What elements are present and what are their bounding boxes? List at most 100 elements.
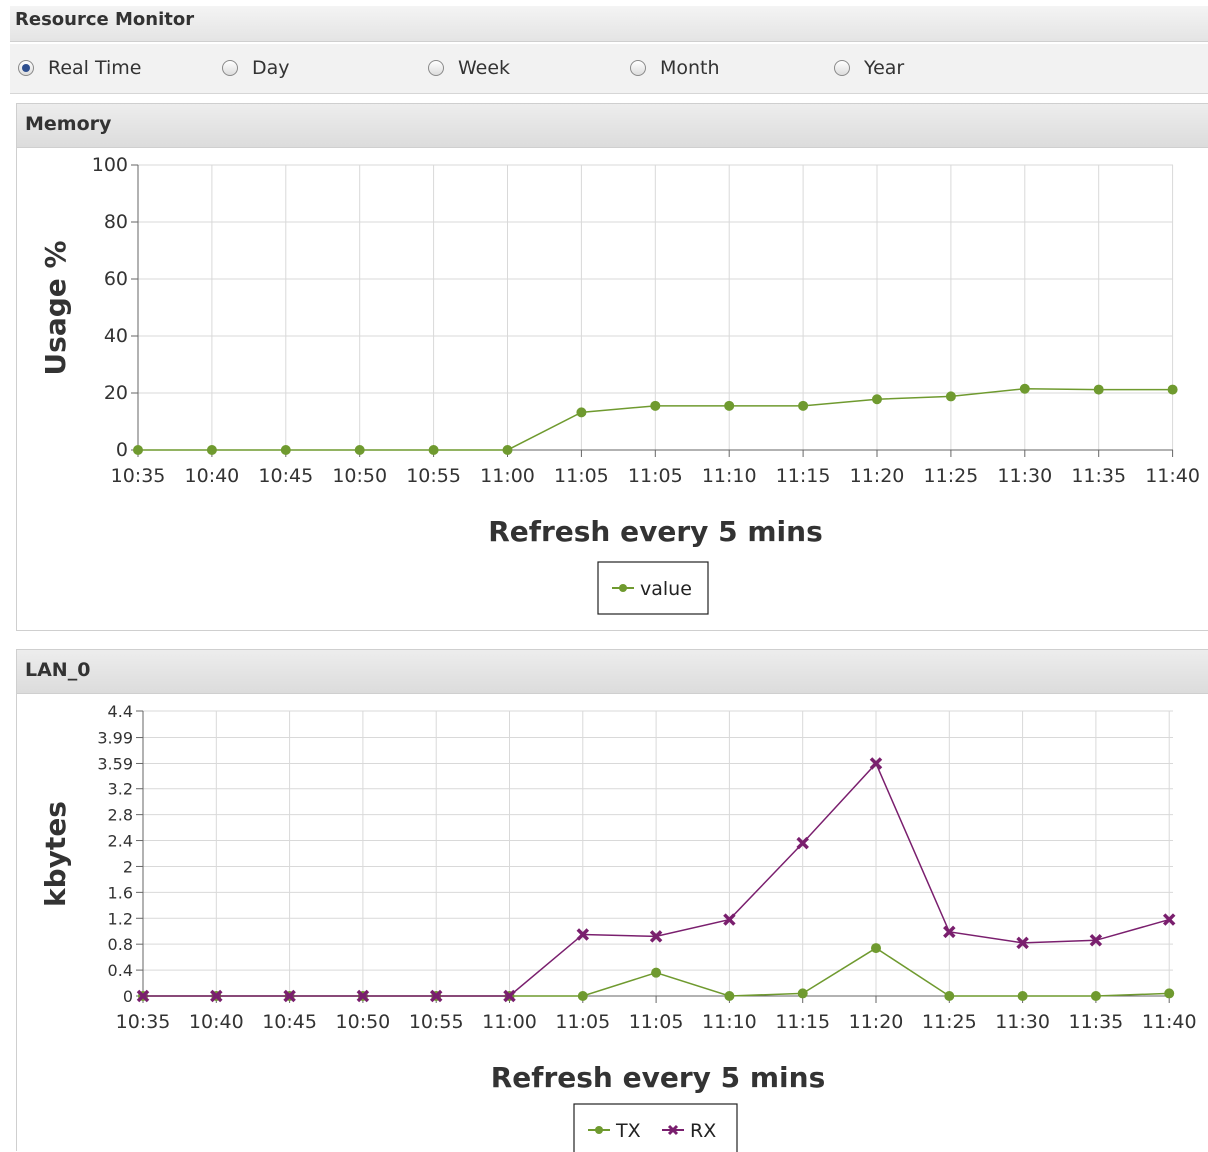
radio-button-icon[interactable]	[630, 60, 646, 76]
memory-chart: 100 80 60 40 20 0 10:35 10:40 10:45 10:50 10:55 11:…	[39, 154, 1200, 615]
data-point-rx	[649, 930, 663, 943]
legend-marker	[667, 1124, 679, 1136]
data-point-rx	[796, 836, 809, 850]
y-axis-label: kbytes	[39, 801, 72, 907]
x-tick-label: 11:05	[629, 1011, 684, 1033]
data-point-rx	[136, 989, 150, 1003]
radio-label: Week	[458, 57, 511, 79]
marker-stroke	[136, 989, 150, 1003]
x-tick-label: 10:55	[409, 1011, 464, 1033]
data-point-value	[576, 407, 587, 418]
x-tick-label: 11:20	[850, 465, 905, 487]
x-tick-label: 11:10	[702, 1011, 757, 1033]
x-tick-label: 11:15	[776, 465, 831, 487]
marker-stroke	[796, 836, 809, 850]
data-point-value	[1019, 383, 1030, 394]
x-tick-label: 11:05	[628, 465, 683, 487]
marker-stroke	[503, 989, 516, 1003]
radio-month[interactable]: Month	[630, 56, 720, 80]
data-point-tx	[1017, 991, 1028, 1001]
radio-label: Real Time	[48, 57, 142, 79]
y-axis-label: Usage %	[39, 240, 72, 375]
y-tick-label: 20	[104, 382, 128, 404]
marker-stroke	[943, 925, 956, 939]
x-tick-label: 11:20	[849, 1011, 904, 1033]
x-tick-label: 10:35	[111, 465, 166, 487]
x-tick-label: 11:30	[997, 465, 1052, 487]
time-range-selector: Real Time Day Week Month Year	[10, 44, 1208, 94]
marker-stroke	[723, 913, 736, 926]
x-tick-label: 11:35	[1071, 465, 1126, 487]
x-tick-label: 11:40	[1145, 465, 1200, 487]
data-point-value	[945, 391, 956, 402]
data-point-rx	[1016, 936, 1029, 950]
y-tick-label: 0	[116, 439, 128, 461]
radio-label: Day	[252, 57, 290, 79]
x-tick-label: 11:30	[995, 1011, 1050, 1033]
marker-stroke	[649, 930, 663, 943]
marker-stroke	[869, 757, 883, 770]
legend-marker	[595, 1126, 603, 1134]
data-point-value	[1093, 384, 1104, 395]
radio-button-icon[interactable]	[834, 60, 850, 76]
radio-year[interactable]: Year	[834, 56, 904, 80]
marker-stroke	[429, 989, 443, 1003]
y-tick-label: 3.99	[97, 729, 133, 748]
legend-label-rx: RX	[690, 1120, 716, 1142]
lan-panel: LAN_0 4.4 3.99 3.59 3.2 2.8 2.4 2 1.6 1.2 0.8 0.4 0…	[16, 649, 1208, 1152]
x-tick-label: 10:55	[406, 465, 461, 487]
data-point-value	[798, 400, 809, 411]
radio-button-icon[interactable]	[222, 60, 238, 76]
x-tick-label: 10:35	[116, 1011, 171, 1033]
y-tick-label: 2.8	[108, 806, 133, 825]
data-point-value	[206, 445, 217, 455]
x-tick-label: 10:40	[185, 465, 240, 487]
data-point-value	[872, 394, 882, 405]
legend-label-tx: TX	[615, 1120, 641, 1142]
marker-stroke	[1162, 913, 1176, 926]
radio-day[interactable]: Day	[222, 56, 290, 80]
x-tick-label: 10:50	[336, 1011, 391, 1033]
lan-panel-header: LAN_0	[17, 650, 1208, 694]
data-point-value	[133, 445, 143, 455]
radio-week[interactable]: Week	[428, 56, 510, 80]
radio-button-icon[interactable]	[18, 60, 34, 76]
y-tick-label: 2.4	[108, 832, 133, 851]
data-point-rx	[943, 925, 956, 939]
data-point-rx	[1089, 934, 1103, 947]
y-tick-label: 1.6	[108, 883, 133, 902]
memory-panel: Memory 100 80 60 40 20 0 10:35 10:40 10:45 10:50 1…	[16, 103, 1208, 631]
x-tick-label: 11:10	[702, 465, 757, 487]
marker-stroke	[283, 989, 296, 1003]
data-point-rx	[576, 928, 590, 941]
data-point-tx	[724, 991, 735, 1001]
radio-button-icon[interactable]	[428, 60, 444, 76]
data-point-tx	[1090, 991, 1101, 1001]
x-axis-label: Refresh every 5 mins	[488, 515, 823, 548]
y-tick-label: 80	[104, 211, 128, 233]
data-point-tx	[871, 943, 881, 954]
data-point-tx	[797, 988, 808, 999]
legend-label-value: value	[640, 578, 692, 600]
data-point-tx	[651, 967, 662, 978]
x-tick-label: 11:40	[1142, 1011, 1197, 1033]
marker-stroke	[356, 989, 370, 1003]
x-tick-label: 11:05	[555, 1011, 610, 1033]
x-tick-label: 11:25	[922, 1011, 977, 1033]
x-tick-label: 11:25	[924, 465, 979, 487]
y-tick-label: 4.4	[108, 702, 133, 721]
panel-title: Memory	[25, 113, 112, 135]
y-tick-label: 3.2	[108, 780, 133, 799]
x-tick-label: 10:40	[189, 1011, 244, 1033]
y-tick-label: 0.8	[108, 935, 133, 954]
page-title: Resource Monitor	[15, 9, 195, 30]
data-point-tx	[1164, 988, 1175, 999]
radio-label: Year	[864, 57, 905, 79]
data-point-value	[354, 445, 365, 455]
x-tick-label: 11:35	[1069, 1011, 1124, 1033]
data-point-rx	[283, 989, 296, 1003]
data-point-rx	[210, 989, 223, 1003]
radio-real-time[interactable]: Real Time	[18, 56, 142, 80]
data-point-value	[428, 445, 439, 455]
legend-marker	[619, 584, 627, 592]
